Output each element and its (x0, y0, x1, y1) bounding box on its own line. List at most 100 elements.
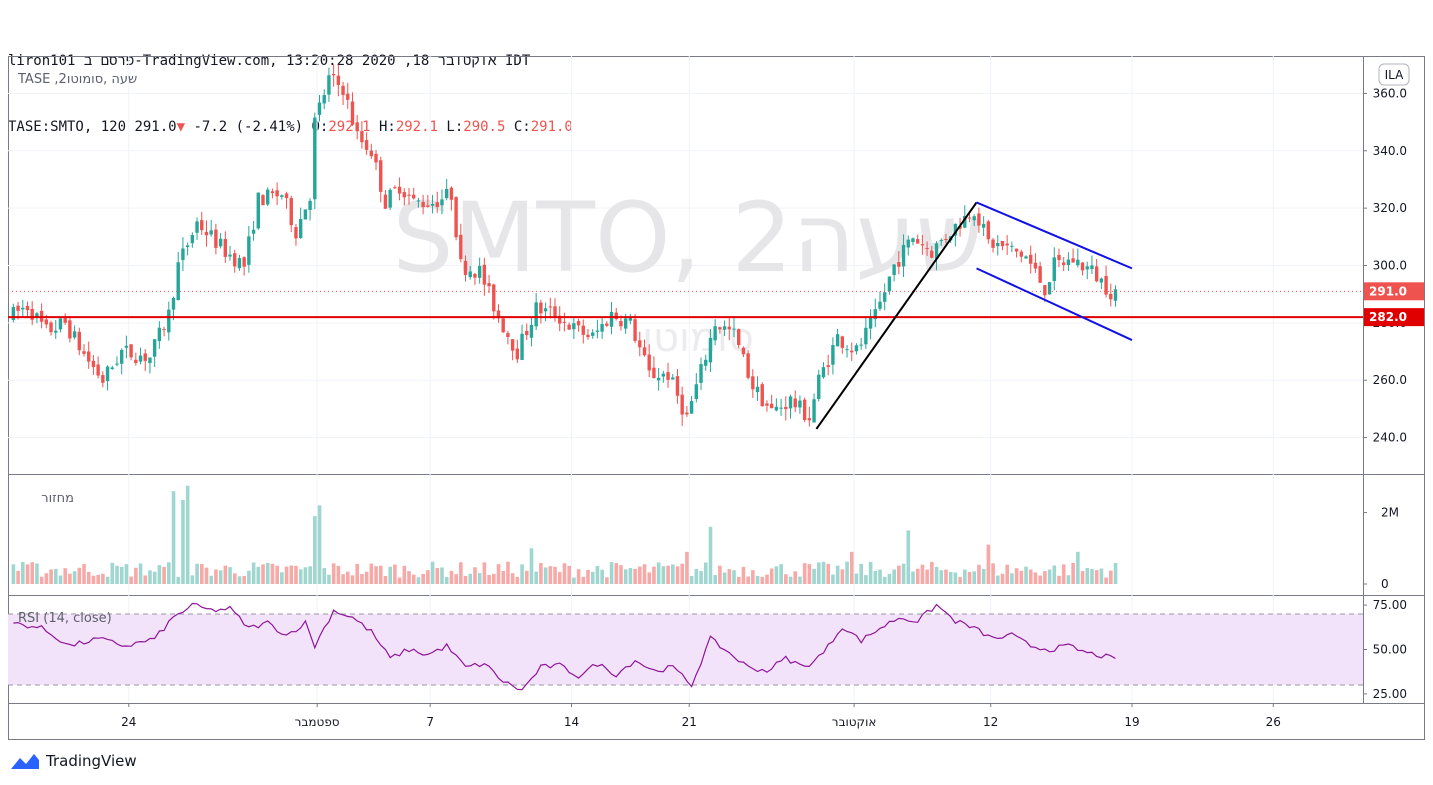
volume-bar (228, 567, 232, 584)
volume-bar (802, 563, 807, 584)
volume-bar (873, 570, 878, 584)
volume-bar (251, 562, 256, 584)
volume-bar (138, 563, 143, 584)
volume-bar (694, 568, 699, 584)
volume-bar (666, 565, 670, 584)
volume-bar (280, 572, 284, 584)
time-tick-label: 12 (983, 715, 998, 729)
volume-bar (1033, 572, 1038, 584)
volume-bar (925, 569, 929, 584)
candle-body (562, 321, 567, 323)
volume-bar (534, 571, 539, 584)
volume-bar (567, 565, 571, 584)
volume-bar (1019, 570, 1024, 584)
volume-bar (350, 575, 355, 584)
candle-body (496, 310, 501, 319)
candle-body (1113, 289, 1118, 301)
candle-body (656, 377, 661, 381)
volume-bar (341, 574, 345, 584)
volume-bar (854, 573, 859, 584)
tradingview-branding[interactable]: TradingView (10, 752, 137, 770)
candle-body (1099, 278, 1104, 283)
currency-badge[interactable] (1378, 63, 1410, 86)
candle-body (930, 250, 934, 258)
candle-body (977, 213, 981, 226)
candle-body (840, 336, 845, 348)
candle-body (388, 189, 392, 208)
time-tick-label: 24 (121, 715, 136, 729)
volume-bar (812, 568, 816, 584)
candle-body (553, 306, 557, 318)
volume-bar (718, 565, 722, 584)
candle-body (878, 301, 882, 309)
volume-bar (327, 574, 331, 584)
candle-body (251, 229, 256, 234)
price-tick-label: 340.0 (1373, 144, 1407, 158)
candle-body (247, 236, 251, 265)
volume-bar (529, 548, 534, 584)
chart-frame[interactable]: SMTO, 2שעה סומוטו 240.0260.0280.0300.032… (8, 56, 1425, 740)
tradingview-wordmark: TradingView (46, 752, 137, 770)
volume-bar (39, 576, 44, 584)
candle-body (101, 375, 105, 383)
candle-body (294, 227, 298, 239)
close-label: C: (513, 119, 531, 135)
chart-svg[interactable]: SMTO, 2שעה סומוטו 240.0260.0280.0300.032… (8, 56, 1425, 740)
volume-bar (294, 565, 298, 584)
volume-bar (223, 565, 228, 584)
volume-bar (911, 571, 915, 584)
rsi-band (8, 613, 1363, 686)
candle-body (619, 321, 623, 327)
candle-body (567, 324, 571, 330)
candle-body (482, 264, 487, 285)
rsi-tick-label: 25.00 (1373, 687, 1407, 701)
candle-body (209, 230, 213, 235)
volume-bar (967, 571, 972, 584)
currency-badge-text: ILA (1385, 68, 1405, 82)
candle-body (463, 260, 468, 276)
volume-bar (1076, 551, 1080, 584)
volume-bar (1104, 577, 1108, 584)
volume-bar (765, 574, 769, 584)
open-value: 292.1 (328, 119, 371, 135)
volume-bar (242, 576, 246, 584)
candle-body (543, 308, 548, 312)
candle-body (134, 359, 138, 363)
volume-bar (1094, 570, 1099, 584)
symbol-label[interactable]: TASE:SMTO, 120 (8, 119, 127, 135)
candle-body (892, 264, 896, 275)
candle-body (96, 364, 100, 376)
candle-body (341, 85, 345, 95)
candle-body (953, 223, 958, 236)
candle-body (1080, 262, 1085, 271)
time-tick-label: 19 (1124, 715, 1139, 729)
time-tick-label: 21 (682, 715, 697, 729)
candle-body (548, 306, 552, 308)
volume-bar (1099, 568, 1104, 584)
candle-body (190, 234, 195, 244)
candle-body (275, 190, 279, 197)
candle-body (525, 330, 529, 336)
volume-bar (176, 576, 181, 584)
chart-border (8, 56, 1425, 740)
volume-bar (548, 566, 553, 584)
candle-body (595, 330, 600, 332)
volume-bar (510, 573, 515, 584)
volume-bar (454, 574, 458, 584)
volume-bar (289, 565, 294, 584)
volume-bar (68, 573, 72, 584)
volume-bar (760, 576, 765, 584)
volume-bars (11, 485, 1118, 584)
candle-body (751, 376, 755, 390)
candle-body (138, 355, 143, 362)
candle-body (129, 344, 133, 358)
candle-body (454, 197, 458, 238)
volume-bar (868, 561, 873, 584)
candle-body (515, 348, 520, 360)
candle-body (237, 258, 242, 269)
candle-body (906, 239, 910, 248)
volume-bar (374, 566, 378, 584)
candle-body (887, 276, 892, 292)
volume-bar (727, 569, 732, 584)
candle-body (793, 398, 797, 408)
